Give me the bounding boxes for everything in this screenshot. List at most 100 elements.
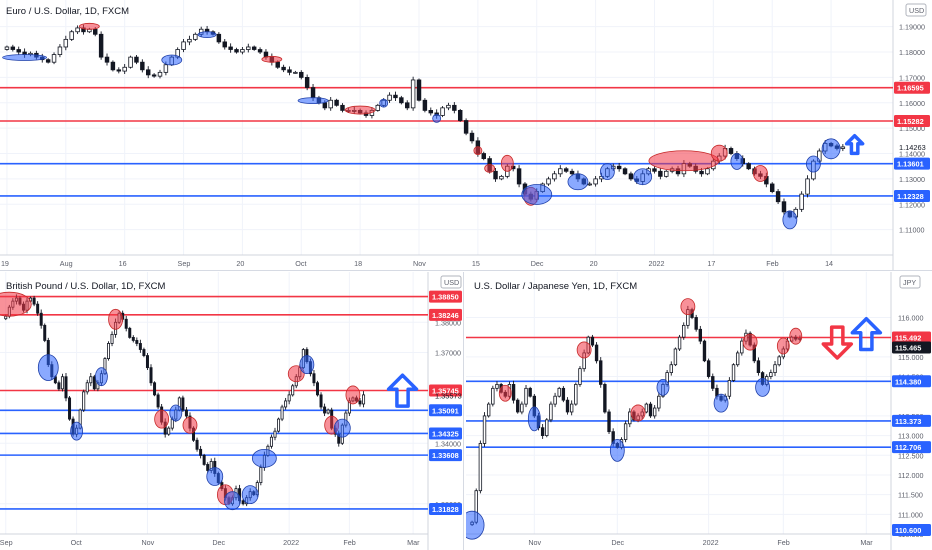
candle-body [428,110,434,114]
resistance-touch-marker [776,337,790,355]
y-tick-label: 1.16000 [899,99,925,108]
candle-body [142,349,146,356]
resistance-touch-marker [78,22,100,30]
support-touch-marker [161,54,183,66]
price-tag [892,441,931,454]
candle-body [57,382,61,390]
currency-badge-label: USD [909,6,924,15]
price-tag [892,331,931,344]
price-tag-label: 1.38850 [432,293,459,302]
candle-body [705,168,710,175]
candle-body [167,427,171,435]
candle-body [281,66,286,71]
candle-body [340,104,345,111]
usdjpy-chart-panel[interactable]: 116.000115.500115.000114.500113.500113.0… [466,272,932,550]
price-tag-label: 1.12328 [897,192,924,201]
gbpusd-chart-panel[interactable]: 1.380001.370001.340001.320001.388501.382… [0,272,464,550]
candle-body [293,71,298,74]
candle-body [181,397,185,411]
candle-body [478,443,483,492]
candle-body [652,407,657,417]
candle-body [457,110,463,121]
price-tag-label: 114.380 [895,377,921,386]
candle-body [463,120,469,134]
y-tick-label: 111.500 [898,491,923,500]
resistance-touch-marker [154,409,170,429]
candle-body [599,360,603,385]
resistance-touch-marker [710,144,728,162]
currency-badge-label: JPY [903,278,916,287]
price-tag-label: 1.34325 [432,429,459,438]
candle-body [246,46,251,50]
candle-body [157,71,163,77]
candle-body [334,99,339,106]
candle-body [275,61,280,68]
support-touch-marker [297,97,329,105]
eurusd-chart-panel[interactable]: 1.19000 1.18000 1.17000 1.16000 1.15000 1.140… [0,0,932,271]
resistance-touch-marker [108,308,123,330]
x-tick-label: 17 [707,259,715,268]
candle-body [727,380,732,397]
price-tag-label: 112.706 [895,443,921,452]
candle-body [362,394,366,405]
candle-body [240,49,245,53]
candle-body [98,33,104,58]
candle-body [644,403,649,413]
price-tag-label: 1.13601 [897,160,924,169]
usdjpy-chart[interactable]: 116.000115.500115.000114.500113.500113.0… [466,272,932,550]
candle-body [93,28,98,35]
x-tick-label: Mar [407,538,420,547]
candle-body [440,107,445,116]
candle-body [140,61,145,71]
candle-body [552,173,557,180]
candle-body [193,33,198,40]
y-tick-label: 112.000 [898,471,923,480]
price-tag [894,115,930,128]
chart-title: British Pound / U.S. Dollar, 1D, FXCM [6,281,166,292]
support-touch-marker [251,448,277,468]
x-tick-label: 20 [236,259,244,268]
candle-body [92,376,96,390]
gbpusd-chart[interactable]: 1.380001.370001.340001.320001.388501.382… [0,272,463,550]
x-tick-label: 14 [825,259,833,268]
candle-body [511,384,516,401]
y-tick-label: 1.38000 [435,318,461,327]
candle-body [228,46,233,50]
candle-body [36,303,40,314]
candle-body [540,427,545,436]
price-tag [894,157,930,170]
price-tag [892,375,931,388]
candle-body [486,403,491,417]
resistance-touch-marker [648,150,720,172]
candle-body [312,373,316,384]
resistance-touch-marker [680,298,696,316]
down-arrow-icon [821,325,854,360]
candle-body [558,168,563,175]
candle-body [499,175,504,180]
support-touch-marker [527,406,541,432]
candle-body [234,49,239,53]
price-tag [429,449,462,462]
candle-body [628,173,634,180]
price-tag [429,404,462,417]
candle-body [4,315,8,320]
price-tag [894,189,930,202]
candle-body [422,99,428,111]
candle-body [135,340,139,344]
x-tick-label: Dec [212,538,225,547]
y-tick-label: 116.000 [898,313,923,322]
support-touch-marker [224,491,241,511]
candle-body [698,328,703,342]
candle-body [840,146,846,149]
candle-body [587,183,592,186]
y-tick-label: 1.11000 [899,226,924,235]
y-tick-label: 1.37000 [435,349,461,358]
price-tag [429,502,462,515]
candle-body [184,409,188,417]
candle-body [781,201,787,213]
eurusd-chart[interactable]: 1.19000 1.18000 1.17000 1.16000 1.15000 1.140… [0,0,932,270]
resistance-touch-marker [484,163,496,173]
support-touch-marker [782,210,798,230]
resistance-touch-marker [261,55,283,63]
x-tick-label: Dec [611,538,624,547]
